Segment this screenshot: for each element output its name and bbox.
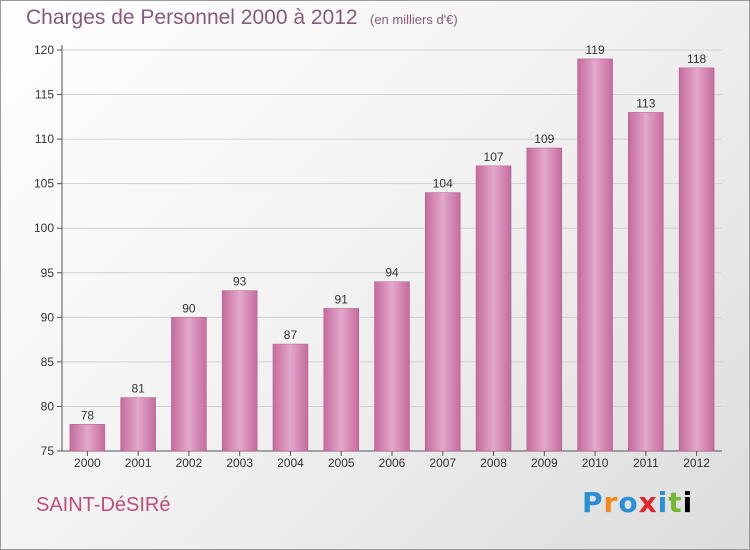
value-label-2003: 93 bbox=[233, 275, 247, 289]
y-tick-label: 85 bbox=[41, 355, 55, 369]
bar-2004 bbox=[272, 343, 309, 452]
value-label-2012: 118 bbox=[687, 52, 706, 66]
value-label-2008: 107 bbox=[484, 150, 504, 164]
value-label-2001: 81 bbox=[131, 382, 145, 396]
chart-subtitle: (en milliers d'€) bbox=[370, 12, 458, 27]
value-label-2006: 94 bbox=[385, 266, 399, 280]
x-tick-label-2000: 2000 bbox=[74, 456, 101, 470]
x-tick-label-2009: 2009 bbox=[531, 456, 558, 470]
value-label-2010: 119 bbox=[586, 43, 605, 57]
bar-2003 bbox=[221, 290, 258, 452]
x-tick-label-2006: 2006 bbox=[379, 456, 406, 470]
y-tick-label: 75 bbox=[41, 444, 55, 458]
bar-2000 bbox=[69, 424, 106, 452]
bar-2001 bbox=[120, 397, 156, 452]
bar-2007 bbox=[425, 192, 461, 452]
value-label-2000: 78 bbox=[81, 408, 95, 422]
value-label-2011: 113 bbox=[636, 96, 655, 110]
x-tick-label-2008: 2008 bbox=[480, 456, 507, 470]
bar-2005 bbox=[323, 308, 359, 452]
y-tick-label: 90 bbox=[41, 310, 55, 324]
bar-2002 bbox=[171, 317, 207, 452]
bar-2010 bbox=[577, 58, 613, 452]
value-label-2004: 87 bbox=[284, 328, 298, 342]
y-tick-label: 80 bbox=[41, 399, 55, 413]
bar-2009 bbox=[526, 147, 563, 452]
x-tick-label-2012: 2012 bbox=[683, 456, 710, 470]
x-tick-label-2003: 2003 bbox=[226, 456, 253, 470]
y-tick-label: 120 bbox=[34, 43, 54, 57]
y-tick-label: 100 bbox=[34, 221, 54, 235]
bar-2012 bbox=[678, 67, 715, 452]
y-tick-label: 110 bbox=[35, 132, 54, 146]
y-tick-label: 95 bbox=[41, 266, 55, 280]
x-tick-label-2010: 2010 bbox=[582, 456, 609, 470]
x-tick-label-2007: 2007 bbox=[429, 456, 456, 470]
x-tick-label-2001: 2001 bbox=[125, 456, 152, 470]
value-label-2007: 104 bbox=[433, 177, 453, 191]
value-label-2005: 91 bbox=[335, 292, 349, 306]
y-tick-label: 115 bbox=[35, 88, 54, 102]
x-tick-label-2005: 2005 bbox=[328, 456, 355, 470]
city-name: SAINT-DéSIRé bbox=[36, 494, 171, 516]
y-tick-label: 105 bbox=[34, 177, 54, 191]
value-label-2009: 109 bbox=[534, 132, 554, 146]
bar-2008 bbox=[475, 165, 512, 452]
x-tick-label-2002: 2002 bbox=[176, 456, 203, 470]
proxiti-logo: Proxiti bbox=[582, 486, 694, 519]
x-tick-label-2011: 2011 bbox=[633, 456, 659, 470]
bar-2006 bbox=[374, 281, 410, 452]
bar-2011 bbox=[628, 112, 664, 452]
x-tick-label-2004: 2004 bbox=[277, 456, 304, 470]
value-label-2002: 90 bbox=[182, 301, 196, 315]
chart-title: Charges de Personnel 2000 à 2012 bbox=[26, 6, 358, 29]
